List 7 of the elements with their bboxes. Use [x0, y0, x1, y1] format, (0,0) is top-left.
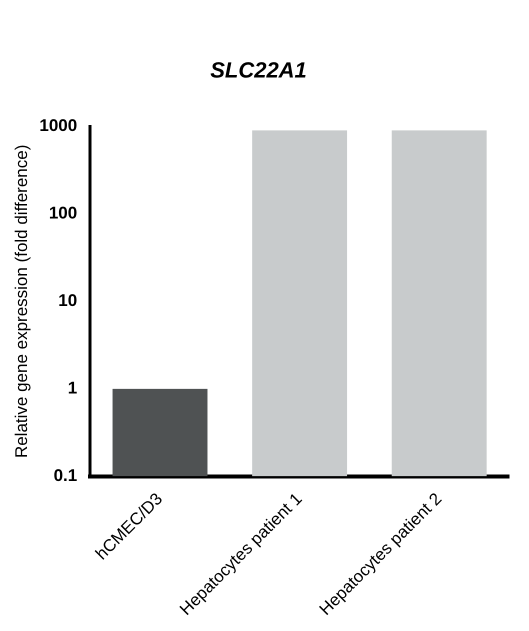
chart-title: SLC22A1 — [210, 57, 307, 82]
y-tick-label: 1000 — [39, 116, 78, 136]
y-tick-label: 10 — [58, 291, 78, 310]
y-tick-label: 1 — [68, 378, 78, 398]
y-tick-label: 100 — [48, 204, 78, 223]
y-tick-label: 0.1 — [54, 466, 78, 485]
y-axis-title: Relative gene expression (fold difference) — [12, 144, 31, 458]
